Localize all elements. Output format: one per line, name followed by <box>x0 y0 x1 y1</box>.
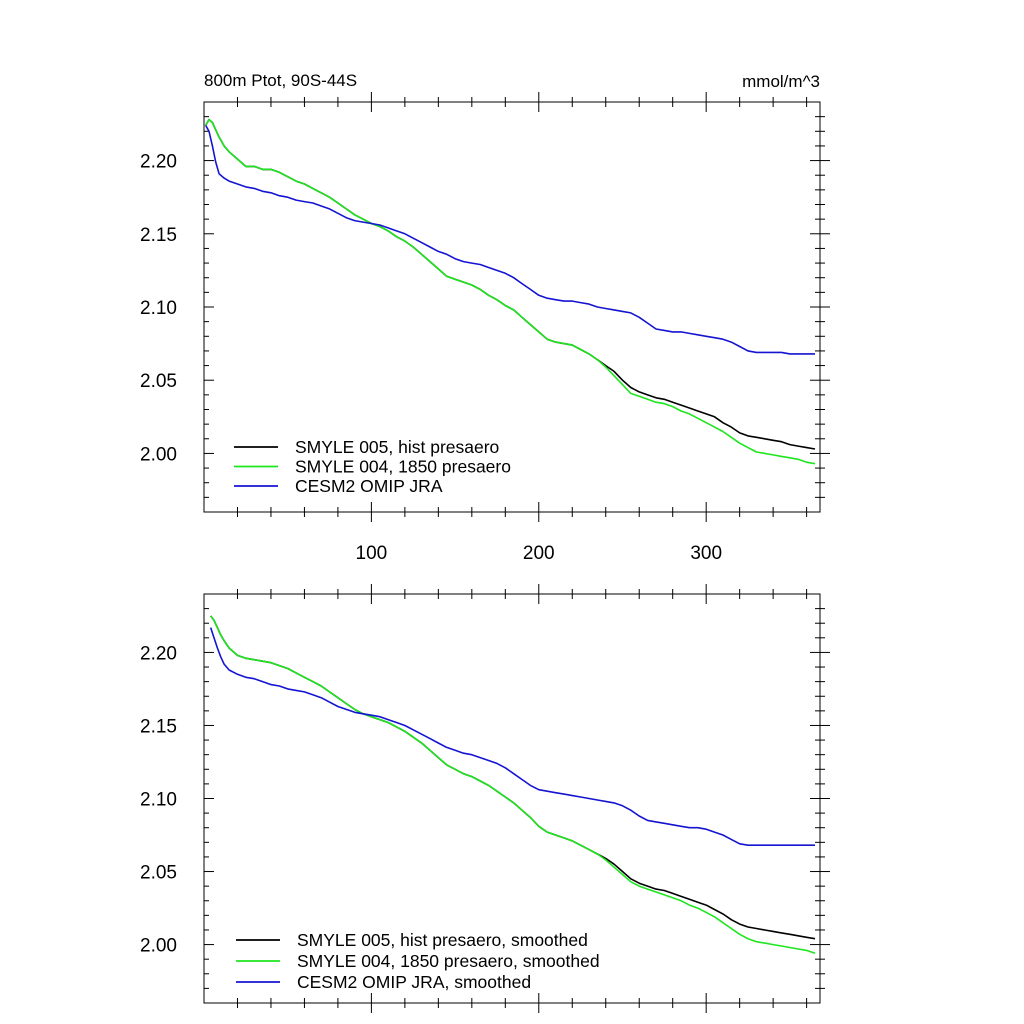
series-line-2 <box>210 615 816 955</box>
x-tick-label: 300 <box>690 543 722 564</box>
y-tick-label: 2.10 <box>140 790 177 811</box>
axes: 100 200 300 2.20 2.15 2.10 2.05 2.00 <box>140 92 830 564</box>
x-tick-label: 200 <box>523 543 555 564</box>
y-tick-label: 2.20 <box>140 152 177 173</box>
y-tick-label: 2.15 <box>140 716 177 737</box>
units-label: mmol/m^3 <box>742 72 820 91</box>
series-lines <box>205 118 816 465</box>
y-tick-label: 2.00 <box>140 444 177 465</box>
legend-label: SMYLE 004, 1850 presaero, smoothed <box>297 951 600 971</box>
series-line-3 <box>209 627 815 846</box>
axes: 2.20 2.15 2.10 2.05 2.00 <box>140 584 830 1013</box>
top-panel: 800m Ptot, 90S-44S mmol/m^3 100 200 300 2.2… <box>140 71 830 564</box>
series-line-1 <box>210 615 816 940</box>
y-tick-label: 2.05 <box>140 371 177 392</box>
legend-label: SMYLE 005, hist presaero <box>295 437 499 457</box>
y-tick-label: 2.20 <box>140 643 177 664</box>
legend-label: CESM2 OMIP JRA <box>295 476 443 496</box>
bottom-panel: 2.20 2.15 2.10 2.05 2.00 SMYLE 005, hist pre… <box>140 584 830 1013</box>
legend-label: SMYLE 004, 1850 presaero <box>295 457 511 477</box>
series-line-2 <box>205 118 816 465</box>
legend: SMYLE 005, hist presaero, smoothedSMYLE … <box>236 930 600 992</box>
series-line-1 <box>205 118 816 450</box>
legend-label: SMYLE 005, hist presaero, smoothed <box>297 930 588 950</box>
y-tick-label: 2.10 <box>140 298 177 319</box>
series-lines <box>209 615 816 955</box>
panel-title: 800m Ptot, 90S-44S <box>204 71 357 90</box>
y-tick-label: 2.05 <box>140 863 177 884</box>
legend-label: CESM2 OMIP JRA, smoothed <box>297 972 531 992</box>
y-tick-label: 2.00 <box>140 936 177 957</box>
series-line-3 <box>205 125 815 355</box>
x-tick-label: 100 <box>356 543 388 564</box>
y-tick-label: 2.15 <box>140 225 177 246</box>
